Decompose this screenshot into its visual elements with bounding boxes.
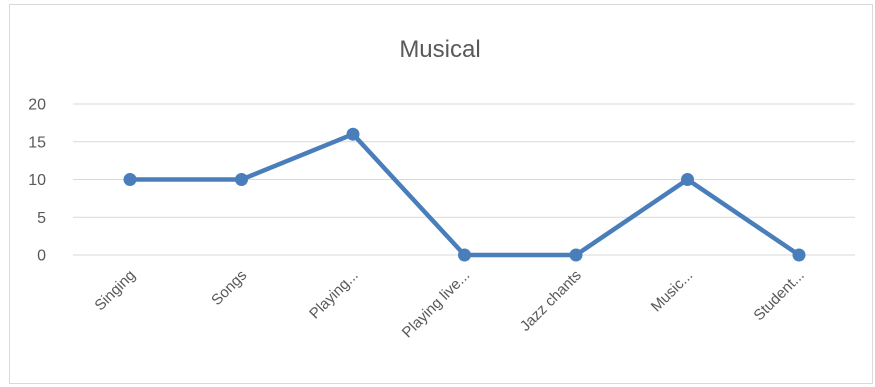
data-point	[458, 248, 471, 262]
series-line	[127, 131, 802, 258]
y-tick-label: 15	[28, 134, 46, 151]
y-axis: 0 5 10 15 20	[28, 97, 46, 265]
x-axis: Singing Songs Playing... Playing live... Jaz…	[91, 267, 807, 342]
data-point	[792, 248, 806, 262]
y-tick-label: 0	[37, 248, 46, 265]
chart-frame	[9, 4, 873, 384]
y-tick-label: 5	[37, 210, 46, 227]
x-tick-label: Singing	[91, 267, 138, 314]
data-point	[346, 127, 360, 141]
data-point	[681, 173, 694, 186]
series-layer	[123, 127, 806, 262]
x-tick-label: Playing live...	[399, 267, 474, 342]
x-tick-label: Student...	[750, 267, 807, 324]
x-tick-label: Music...	[648, 267, 697, 316]
chart-title: Musical	[399, 36, 480, 63]
x-tick-label: Jazz chants	[517, 267, 585, 335]
data-point	[569, 248, 583, 262]
x-tick-label: Songs	[208, 267, 250, 309]
x-tick-label: Playing...	[306, 267, 362, 323]
data-point	[123, 173, 137, 186]
data-point	[235, 173, 248, 186]
y-tick-label: 10	[28, 172, 46, 189]
y-tick-label: 20	[28, 97, 46, 114]
